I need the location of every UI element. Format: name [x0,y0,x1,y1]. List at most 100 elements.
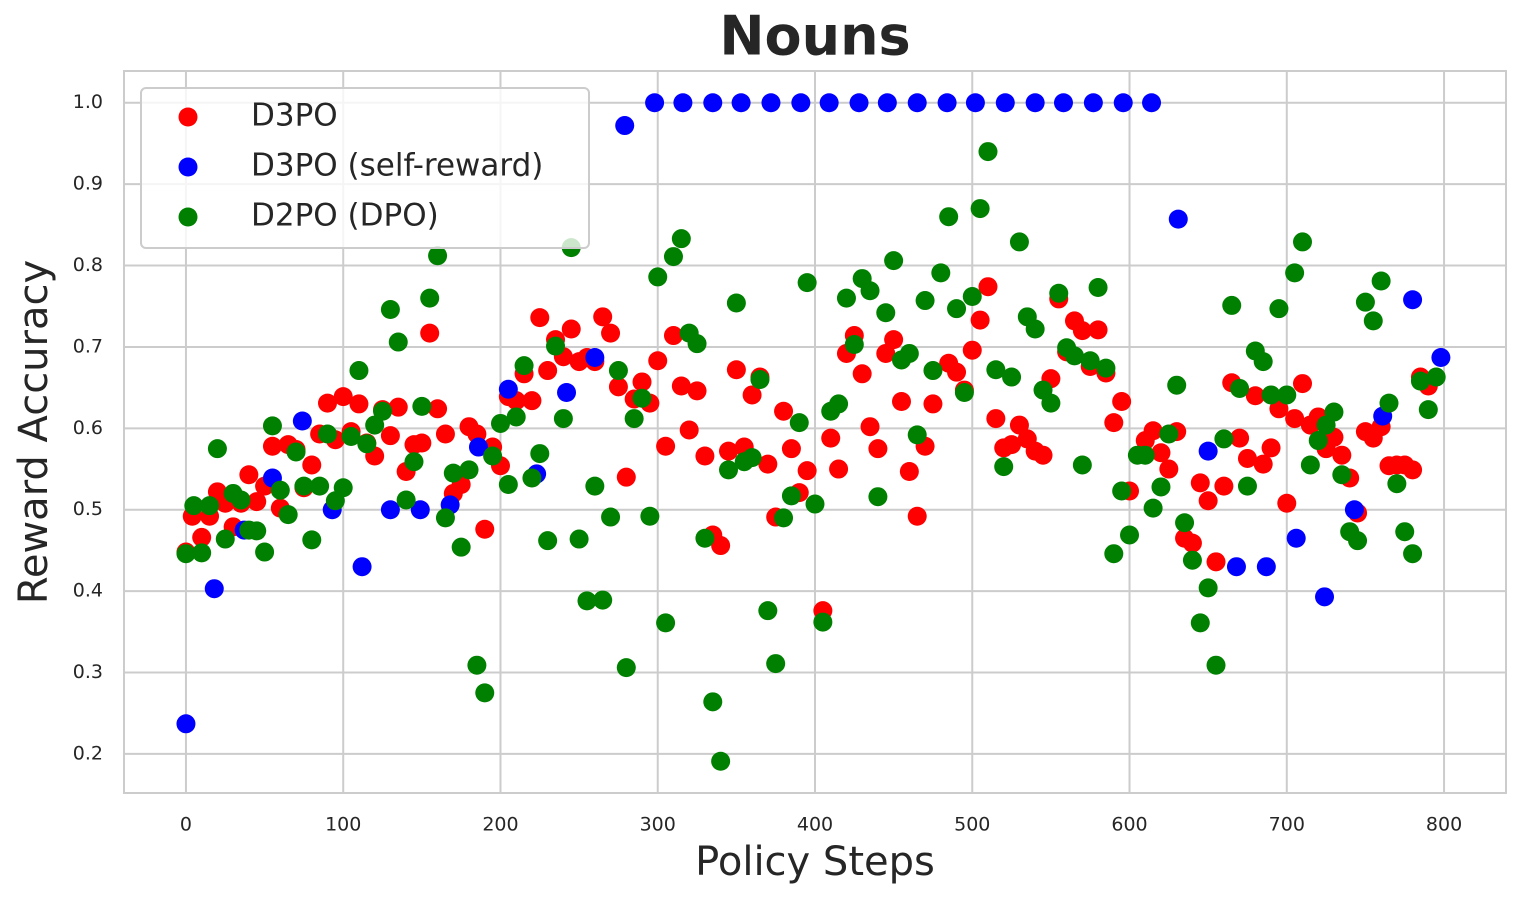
point [302,455,322,475]
point [1431,348,1451,368]
point [1277,385,1297,405]
point [380,426,400,446]
point [231,490,251,510]
point [396,490,416,510]
point [829,459,849,479]
point [1104,544,1124,564]
point [1324,402,1344,422]
point [412,396,432,416]
point [593,590,613,610]
point [844,334,864,354]
point [1363,311,1383,331]
x-tick-label: 700 [1269,814,1305,836]
point [1182,550,1202,570]
point [349,361,369,381]
point [428,399,448,419]
point [789,413,809,433]
point [711,536,731,556]
point [907,506,927,526]
point [939,207,959,227]
point [962,286,982,306]
point [899,343,919,363]
point [1355,292,1375,312]
point [978,277,998,297]
point [357,434,377,454]
point [404,452,424,472]
point [530,444,550,464]
y-tick-label: 0.7 [73,335,103,357]
point [435,508,455,528]
point [373,401,393,421]
point [1261,438,1281,458]
point [1072,455,1092,475]
point [412,433,432,453]
point [1080,351,1100,371]
y-tick-label: 0.8 [73,254,103,276]
point [962,340,982,360]
point [601,507,621,527]
point [1053,93,1073,113]
point [1308,431,1328,451]
point [1088,320,1108,340]
x-tick-label: 200 [482,814,518,836]
point [671,229,691,249]
point [719,441,739,461]
point [1230,428,1250,448]
x-tick-label: 600 [1111,814,1147,836]
point [758,454,778,474]
point [703,93,723,113]
point [365,415,385,435]
point [891,391,911,411]
point [207,439,227,459]
point [585,476,605,496]
point [616,467,636,487]
point [1403,290,1423,310]
point [731,93,751,113]
point [1237,476,1257,496]
point [1371,271,1391,291]
point [986,409,1006,429]
point [970,199,990,219]
point [663,326,683,346]
x-tick-label: 800 [1426,814,1462,836]
point [615,116,635,136]
point [978,142,998,162]
legend-marker [178,107,198,127]
point [1198,491,1218,511]
point [184,496,204,516]
point [1206,655,1226,675]
point [994,457,1014,477]
point [247,521,267,541]
point [986,360,1006,380]
point [1190,613,1210,633]
point [475,683,495,703]
point [1088,278,1108,298]
point [1315,587,1335,607]
point [791,93,811,113]
point [645,93,665,113]
point [262,416,282,436]
point [1256,557,1276,577]
point [459,460,479,480]
point [270,480,290,500]
point [781,439,801,459]
point [1198,441,1218,461]
point [317,424,337,444]
point [954,383,974,403]
point [1190,473,1210,493]
point [695,446,715,466]
point [176,714,196,734]
point [931,263,951,283]
point [1002,367,1022,387]
point [1379,393,1399,413]
point [687,381,707,401]
point [388,332,408,352]
point [877,93,897,113]
point [673,93,693,113]
point [1237,448,1257,468]
point [616,658,636,678]
point [1143,421,1163,441]
point [671,376,691,396]
point [577,591,597,611]
